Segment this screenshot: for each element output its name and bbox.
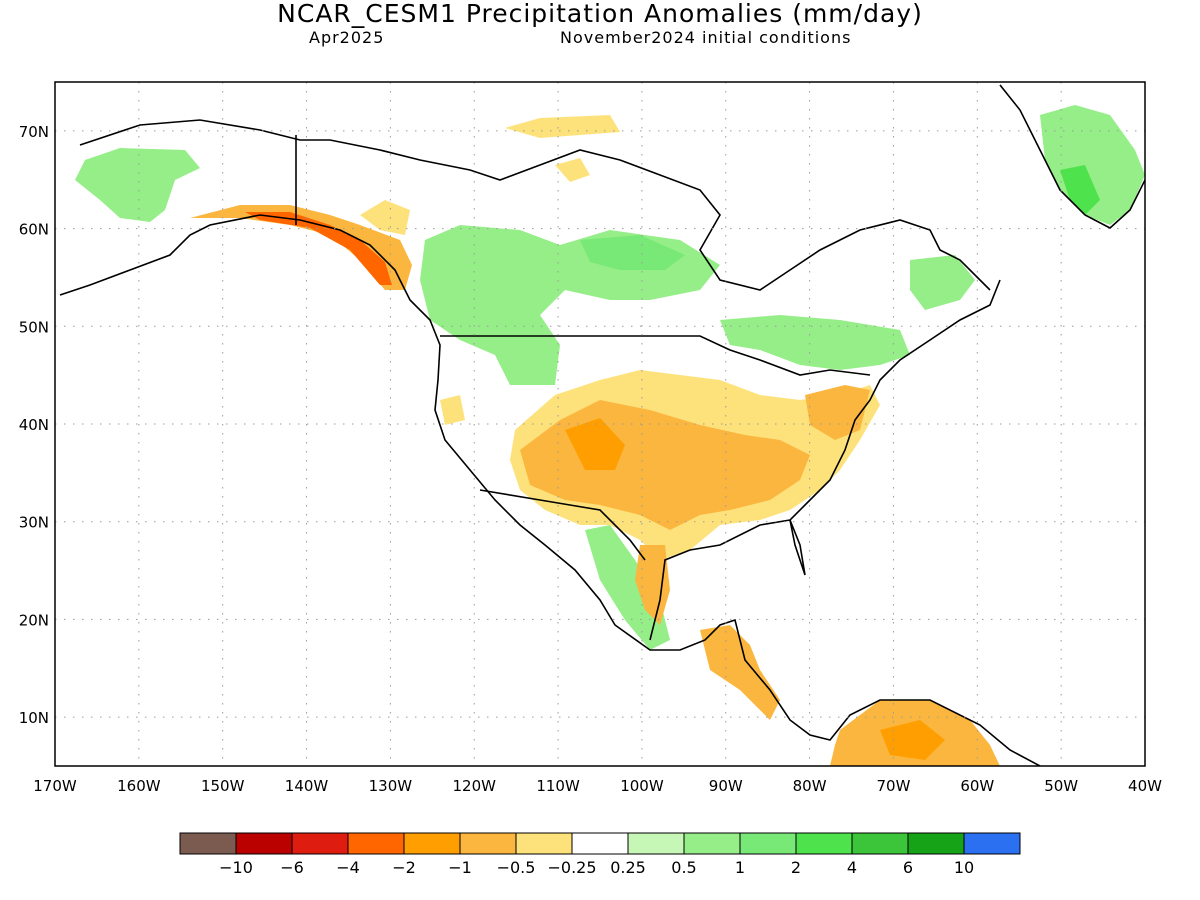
anomaly-region-washington-orange (440, 395, 465, 425)
longitude-label: 120W (452, 777, 496, 795)
border-us-mexico (479, 489, 646, 561)
colorbar-swatch (291, 832, 349, 855)
anomaly-region-canada-central-green (580, 235, 685, 270)
anomaly-region-canada-east-green (720, 315, 910, 370)
colorbar-swatch (571, 832, 629, 855)
longitude-label: 150W (201, 777, 245, 795)
anomaly-region-greenland-bright-green (1060, 165, 1100, 215)
longitude-label: 80W (793, 777, 827, 795)
longitude-label: 130W (369, 777, 413, 795)
colorbar-label: −0.25 (547, 858, 596, 877)
colorbar-label: −1 (448, 858, 472, 877)
colorbar-label: 1 (735, 858, 745, 877)
colorbar-label: 0.5 (671, 858, 696, 877)
anomaly-region-central-america-orange (700, 625, 780, 720)
longitude-label: 100W (620, 777, 664, 795)
anomaly-region-mexico-orange (635, 545, 670, 625)
map-title: NCAR_CESM1 Precipitation Anomalies (mm/d… (277, 0, 923, 28)
colorbar-swatch (683, 832, 741, 855)
gridlines (55, 82, 1145, 766)
colorbar-swatch (515, 832, 573, 855)
colorbar-swatch (347, 832, 405, 855)
colorbar-label: −2 (392, 858, 416, 877)
colorbar-label: −6 (280, 858, 304, 877)
anomaly-region-hudson-orange (555, 158, 590, 182)
anomaly-region-southwest-core (565, 418, 625, 470)
colorbar-swatch (963, 832, 1021, 855)
longitude-label: 40W (1128, 777, 1162, 795)
colorbar-label: 2 (791, 858, 801, 877)
initial-conditions-label: November2024 initial conditions (560, 28, 852, 47)
colorbar-label: −0.5 (497, 858, 536, 877)
coastline-greenland (999, 84, 1145, 229)
colorbar-labels: −10 −6 −4 −2 −1 −0.5 −0.25 0.25 0.5 1 2 4 6 10 (219, 858, 974, 877)
anomaly-region-alaska-coast-orange (190, 205, 412, 290)
longitude-label: 70W (877, 777, 911, 795)
longitude-label: 60W (960, 777, 994, 795)
colorbar (179, 832, 1021, 855)
colorbar-swatch (851, 832, 909, 855)
longitude-label: 50W (1044, 777, 1078, 795)
colorbar-swatch (627, 832, 685, 855)
anomaly-region-arctic-orange (505, 115, 620, 138)
anomaly-region-yukon-orange (360, 200, 410, 235)
colorbar-swatch (739, 832, 797, 855)
longitude-label: 90W (709, 777, 743, 795)
anomaly-region-alaska-coast-red (245, 212, 392, 285)
coastline-north-america (59, 214, 1041, 766)
latitude-label: 70N (19, 123, 49, 141)
anomaly-region-alaska-green (75, 148, 200, 222)
colorbar-label: −4 (336, 858, 360, 877)
colorbar-label: 10 (954, 858, 974, 877)
latitude-label: 60N (19, 221, 49, 239)
colorbar-swatch (403, 832, 461, 855)
anomaly-region-canada-west-green (420, 225, 720, 385)
longitude-label: 160W (117, 777, 161, 795)
anomaly-region-greenland-green (1040, 105, 1145, 225)
colorbar-label: 0.25 (610, 858, 646, 877)
longitude-labels: 170W 160W 150W 140W 130W 120W 110W 100W 90W 80W 70… (33, 777, 1162, 795)
colorbar-swatch (459, 832, 517, 855)
latitude-label: 30N (19, 514, 49, 532)
longitude-label: 110W (536, 777, 580, 795)
longitude-label: 140W (285, 777, 329, 795)
coastline-arctic (79, 119, 991, 291)
latitude-label: 50N (19, 318, 49, 336)
longitude-label: 170W (33, 777, 77, 795)
colorbar-label: −10 (219, 858, 253, 877)
colorbar-label: 6 (903, 858, 913, 877)
map-frame (54, 81, 1146, 767)
coastline-gulf (649, 279, 1001, 641)
anomaly-region-mexico-green (585, 525, 670, 650)
colorbar-swatch (795, 832, 853, 855)
anomaly-region-labrador-green (910, 255, 975, 310)
latitude-label: 20N (19, 611, 49, 629)
colorbar-swatch (235, 832, 293, 855)
colorbar-swatch (907, 832, 965, 855)
colorbar-swatch (179, 832, 237, 855)
border-us-canada (440, 335, 871, 376)
valid-month-label: Apr2025 (309, 28, 385, 47)
latitude-label: 40N (19, 416, 49, 434)
anomaly-region-venezuela-dark-orange (880, 720, 945, 760)
coastlines (59, 84, 1145, 766)
latitude-label: 10N (19, 709, 49, 727)
latitude-labels: 70N 60N 50N 40N 30N 20N 10N (19, 123, 49, 727)
colorbar-label: 4 (847, 858, 857, 877)
anomaly-layer (75, 105, 1145, 766)
